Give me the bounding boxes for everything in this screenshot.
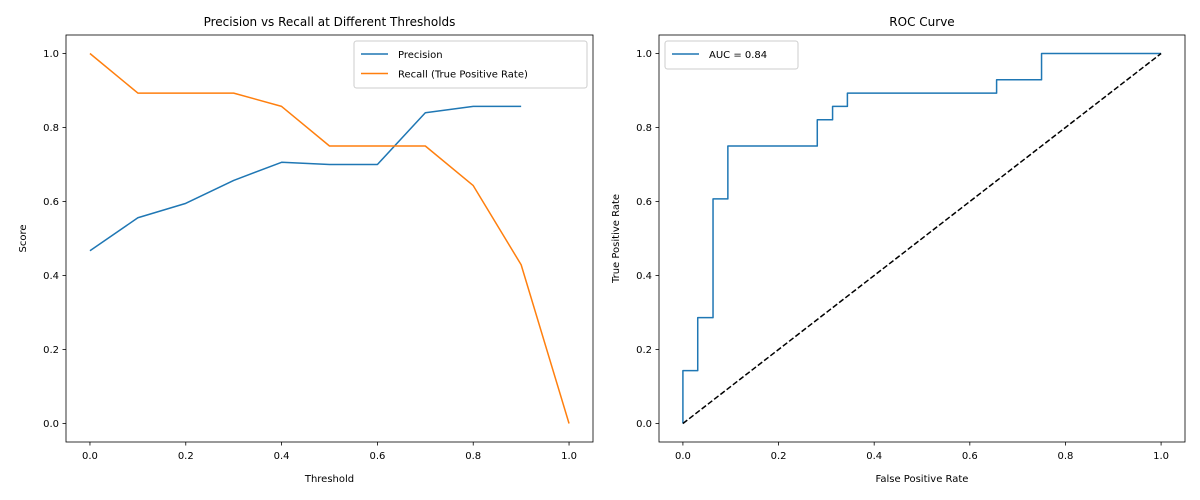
legend-label: Recall (True Positive Rate) bbox=[398, 70, 528, 81]
x-tick-label: 0.8 bbox=[1058, 451, 1074, 462]
plot-frame bbox=[65, 34, 594, 443]
y-axis-label: Score bbox=[18, 224, 29, 252]
precision-line bbox=[89, 105, 522, 252]
y-tick-label: 0.6 bbox=[43, 197, 59, 208]
x-tick-label: 0.6 bbox=[962, 451, 978, 462]
legend-label: AUC = 0.84 bbox=[709, 50, 767, 61]
y-tick-label: 0.4 bbox=[636, 271, 652, 282]
y-tick-label: 0.6 bbox=[636, 197, 652, 208]
x-axis-label: False Positive Rate bbox=[876, 474, 969, 485]
x-tick-label: 0.0 bbox=[82, 451, 98, 462]
chart-title: ROC Curve bbox=[889, 15, 954, 29]
chart-title: Precision vs Recall at Different Thresho… bbox=[204, 15, 456, 29]
x-tick-label: 1.0 bbox=[561, 451, 577, 462]
x-tick-label: 0.2 bbox=[178, 451, 194, 462]
y-axis-label: True Positive Rate bbox=[611, 194, 622, 284]
y-tick-label: 0.2 bbox=[43, 345, 59, 356]
y-tick-label: 1.0 bbox=[636, 49, 652, 60]
legend-box bbox=[664, 40, 799, 70]
legend-label: Precision bbox=[398, 50, 443, 61]
y-tick-label: 0.0 bbox=[43, 419, 59, 430]
x-tick-label: 1.0 bbox=[1153, 451, 1169, 462]
auc-0-84-line bbox=[682, 52, 1162, 424]
legend-box bbox=[353, 40, 588, 89]
roc-curve-panel: 0.0 0.2 0.4 0.6 0.8 1.0 0.0 0.2 0.4 0.6 0.8 1.0 ROC … bbox=[611, 15, 1186, 485]
y-tick-label: 0.8 bbox=[636, 123, 652, 134]
x-tick-label: 0.4 bbox=[866, 451, 882, 462]
diagonal-line bbox=[682, 52, 1162, 425]
y-tick-label: 0.8 bbox=[43, 123, 59, 134]
x-axis-label: Threshold bbox=[304, 474, 354, 485]
x-tick-label: 0.8 bbox=[465, 451, 481, 462]
precision-recall-panel: 0.0 0.2 0.4 0.6 0.8 1.0 0.0 0.2 0.4 0.6 0.8 1.0 Prec… bbox=[18, 15, 594, 485]
x-tick-label: 0.4 bbox=[274, 451, 290, 462]
recall-true-positive-rate-line bbox=[89, 52, 570, 424]
y-tick-label: 0.4 bbox=[43, 271, 59, 282]
y-tick-label: 0.0 bbox=[636, 419, 652, 430]
x-tick-label: 0.0 bbox=[675, 451, 691, 462]
y-tick-label: 1.0 bbox=[43, 49, 59, 60]
x-tick-label: 0.6 bbox=[369, 451, 385, 462]
plot-frame bbox=[658, 34, 1186, 443]
y-tick-label: 0.2 bbox=[636, 345, 652, 356]
x-tick-label: 0.2 bbox=[771, 451, 787, 462]
